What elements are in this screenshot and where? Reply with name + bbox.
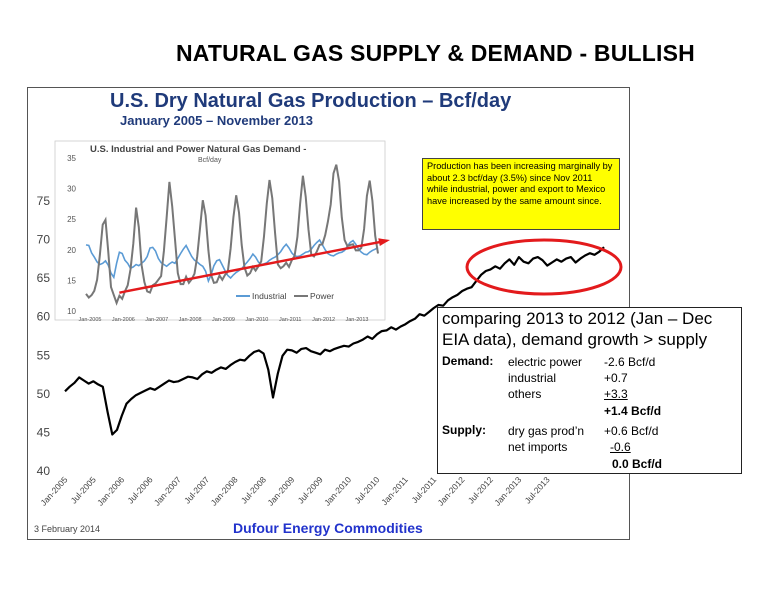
x-tick-label: Jul-2008 (239, 474, 268, 505)
inset-y-tick-label: 25 (67, 215, 76, 224)
x-tick-label: Jul-2009 (296, 474, 325, 505)
y-tick-label: 40 (37, 464, 51, 478)
y-tick-label: 70 (37, 233, 51, 247)
supply-total: 0.0 Bcf/d (612, 457, 663, 471)
demand-item: electric power (508, 355, 583, 369)
inset-y-tick-label: 30 (67, 185, 76, 194)
inset-x-tick-label: Jan-2010 (245, 317, 268, 323)
x-tick-label: Jul-2006 (125, 474, 154, 505)
highlight-ellipse (465, 238, 623, 296)
y-tick-label: 75 (37, 194, 51, 208)
trend-arrowhead (378, 238, 390, 246)
demand-total: +1.4 Bcf/d (604, 404, 662, 418)
legend-label-power: Power (310, 291, 334, 301)
inset-x-tick-label: Jan-2011 (279, 317, 302, 323)
inset-x-tick-label: Jan-2006 (112, 317, 135, 323)
inset-y-tick-label: 20 (67, 246, 76, 255)
x-tick-label: Jan-2005 (38, 474, 69, 507)
demand-value: +3.3 (604, 387, 628, 401)
y-tick-label: 60 (37, 310, 51, 324)
x-tick-label: Jan-2013 (492, 474, 523, 507)
chart-subtitle: January 2005 – November 2013 (120, 113, 313, 128)
inset-x-tick-label: Jan-2009 (212, 317, 235, 323)
footer-brand: Dufour Energy Commodities (233, 520, 423, 536)
supply-item: dry gas prod’n (508, 424, 585, 438)
demand-value: -2.6 Bcf/d (604, 355, 656, 369)
x-tick-label: Jul-2010 (352, 474, 381, 505)
x-tick-label: Jul-2005 (69, 474, 98, 505)
x-tick-label: Jan-2011 (379, 474, 410, 507)
inset-y-tick-label: 15 (67, 276, 76, 285)
x-tick-label: Jul-2011 (409, 474, 438, 505)
series-power (85, 164, 379, 306)
x-tick-label: Jan-2007 (152, 474, 183, 507)
demand-item: others (508, 387, 542, 401)
y-tick-label: 45 (37, 425, 51, 439)
inset-panel (54, 140, 386, 321)
comparison-box: comparing 2013 to 2012 (Jan – Dec EIA da… (437, 307, 742, 474)
inset-title: U.S. Industrial and Power Natural Gas De… (90, 144, 307, 155)
inset-y-tick-label: 10 (67, 307, 76, 316)
legend-label-industrial: Industrial (252, 291, 287, 301)
comparison-lead: comparing 2013 to 2012 (Jan – Dec EIA da… (442, 309, 713, 349)
chart-title: U.S. Dry Natural Gas Production – Bcf/da… (110, 90, 512, 112)
y-tick-label: 65 (37, 271, 51, 285)
inset-x-tick-label: Jan-2007 (145, 317, 168, 323)
x-tick-label: Jul-2012 (466, 474, 495, 505)
demand-label: Demand: (442, 354, 494, 368)
inset-x-tick-label: Jan-2005 (79, 317, 102, 323)
inset-x-tick-label: Jan-2013 (346, 317, 369, 323)
inset-x-tick-label: Jan-2012 (312, 317, 335, 323)
series-industrial (85, 238, 379, 284)
y-tick-label: 55 (37, 348, 51, 362)
x-tick-label: Jan-2009 (265, 474, 296, 507)
x-tick-label: Jan-2010 (322, 474, 353, 507)
demand-item: industrial (508, 371, 557, 385)
x-tick-label: Jan-2012 (435, 474, 466, 507)
x-tick-label: Jan-2008 (209, 474, 240, 507)
demand-value: +0.7 (604, 371, 628, 385)
y-tick-label: 50 (37, 387, 51, 401)
trend-line (119, 239, 388, 294)
x-tick-label: Jul-2013 (522, 474, 551, 505)
inset-x-tick-label: Jan-2008 (179, 317, 202, 323)
footer-date: 3 February 2014 (34, 524, 101, 534)
series-production (64, 246, 605, 436)
inset-y-tick-label: 35 (67, 154, 76, 163)
supply-value: -0.6 (610, 440, 631, 454)
inset-unit: Bcf/day (198, 157, 222, 164)
annotation-box: Production has been increasing marginall… (422, 158, 620, 230)
x-tick-label: Jul-2007 (182, 474, 211, 505)
x-tick-label: Jan-2006 (95, 474, 126, 507)
supply-label: Supply: (442, 423, 486, 437)
slide-title: NATURAL GAS SUPPLY & DEMAND - BULLISH (176, 40, 695, 66)
supply-value: +0.6 Bcf/d (604, 424, 659, 438)
supply-item: net imports (508, 440, 568, 454)
